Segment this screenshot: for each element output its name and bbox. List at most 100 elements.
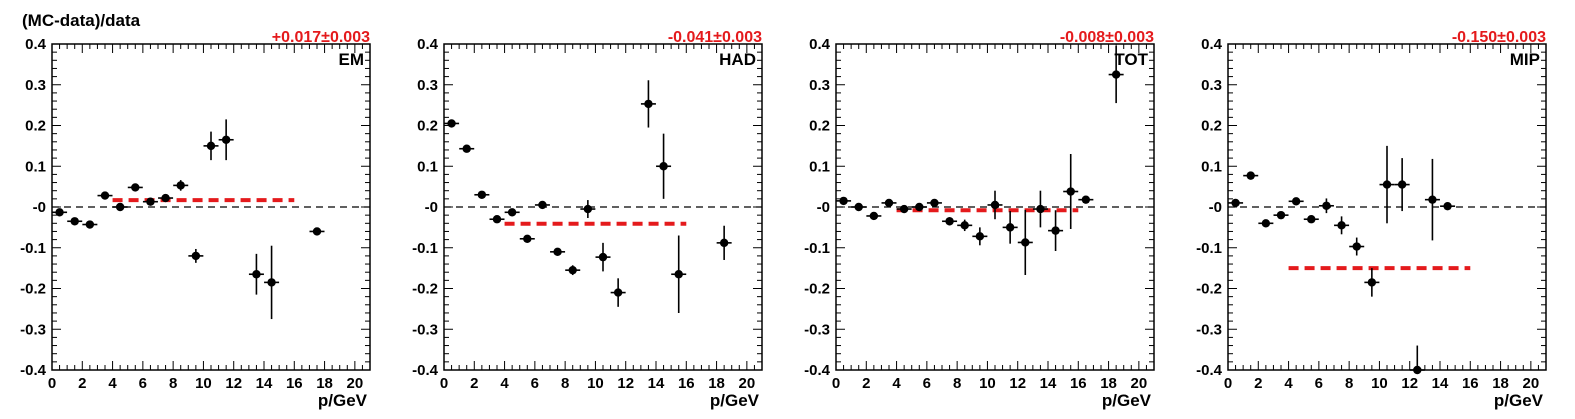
x-tick-label: 0 [440,375,448,392]
x-tick-label: 14 [256,375,273,392]
y-tick-label: -0.3 [412,321,438,338]
marker [945,217,954,226]
marker [854,202,863,212]
marker [1276,210,1286,220]
y-tick-label: -0.3 [804,321,830,338]
x-tick-label: 8 [169,375,177,392]
data-point [1424,158,1440,241]
marker [1231,198,1240,208]
x-tick-label: 6 [139,375,147,392]
data-point [896,204,912,214]
x-tick-label: 16 [678,375,695,392]
marker [1413,365,1422,375]
y-tick-label: -0.2 [412,281,438,298]
x-tick-label: 2 [78,375,86,392]
y-tick-label: -0 [817,199,830,216]
x-tick-label: 18 [316,375,333,392]
panel-had: -0.4 -0.3 -0.2 -0.1 -0 0.1 0.2 0.3 0.4 0 2 4 6 8 10 12 1… [412,29,763,410]
data-point [610,278,626,307]
data-point [851,202,867,212]
y-tick-label: 0.3 [1201,77,1222,94]
marker [1261,219,1271,228]
x-axis-title: p/GeV [710,391,760,410]
y-tick-label: -0.1 [804,240,830,257]
x-tick-label: 8 [1345,375,1353,392]
data-point [142,197,158,206]
y-tick-label: -0.4 [20,362,47,379]
y-tick-label: -0.1 [20,240,46,257]
marker [492,215,502,224]
y-tick-label: -0.1 [412,240,438,257]
x-tick-label: 16 [1070,375,1087,392]
x-tick-label: 12 [617,375,634,392]
x-axis-title: p/GeV [1494,391,1544,410]
x-tick-label: 12 [1401,375,1418,392]
data-point [1273,210,1289,220]
marker [1352,242,1361,251]
data-point [1108,46,1124,104]
marker [1322,201,1331,210]
marker [1021,238,1030,247]
data-point [716,225,732,260]
y-tick-label: -0 [33,199,46,216]
x-tick-label: 10 [1371,375,1388,392]
x-tick-label: 4 [500,375,509,392]
y-tick-label: -0 [425,199,438,216]
x-axis-title: p/GeV [318,391,368,410]
data-point [97,191,113,200]
x-tick-label: 16 [1462,375,1479,392]
marker [613,288,623,297]
data-point [309,227,325,236]
y-tick-label: -0.4 [1196,362,1223,379]
data-point [1017,209,1033,276]
data-point [188,248,204,263]
fit-result-label: +0.017±0.003 [272,29,370,46]
y-tick-label: -0 [1209,199,1222,216]
data-point [474,190,490,199]
marker [1291,197,1301,206]
x-tick-label: 20 [1523,375,1540,392]
data-point [550,247,566,257]
data-point [112,202,128,212]
x-tick-label: 16 [286,375,303,392]
panel-mip: -0.4 -0.3 -0.2 -0.1 -0 0.1 0.2 0.3 0.4 0 2 4 6 8 10 12 1… [1196,29,1547,410]
marker [85,220,95,229]
x-tick-label: 0 [832,375,840,392]
data-point [444,119,460,128]
x-axis-title: p/GeV [1102,391,1152,410]
marker [1005,223,1015,232]
x-tick-label: 8 [561,375,569,392]
marker [975,232,985,241]
marker [1428,195,1437,204]
marker [719,238,729,248]
data-point [459,144,475,153]
x-tick-label: 4 [1284,375,1293,392]
data-point [203,131,219,161]
data-point [127,183,143,192]
x-tick-label: 20 [347,375,364,392]
data-point [1078,195,1094,204]
x-tick-label: 10 [979,375,996,392]
y-tick-label: -0.3 [1196,321,1222,338]
marker [884,198,894,208]
y-tick-label: 0.1 [417,158,438,175]
x-tick-label: 12 [1009,375,1026,392]
data-point [1243,171,1259,180]
marker [1382,180,1392,189]
data-point [942,217,958,226]
data-point [1379,145,1395,224]
marker [100,191,110,200]
y-tick-label: -0.2 [804,281,830,298]
marker [477,190,487,199]
x-tick-label: 18 [1492,375,1509,392]
panel-label: HAD [719,50,756,69]
x-tick-label: 14 [1040,375,1057,392]
data-point [1303,215,1319,224]
x-tick-label: 2 [862,375,870,392]
marker [553,247,562,257]
y-tick-label: -0.2 [1196,281,1222,298]
y-tick-label: 0.1 [809,158,830,175]
marker [1307,215,1316,224]
x-tick-label: 14 [648,375,665,392]
